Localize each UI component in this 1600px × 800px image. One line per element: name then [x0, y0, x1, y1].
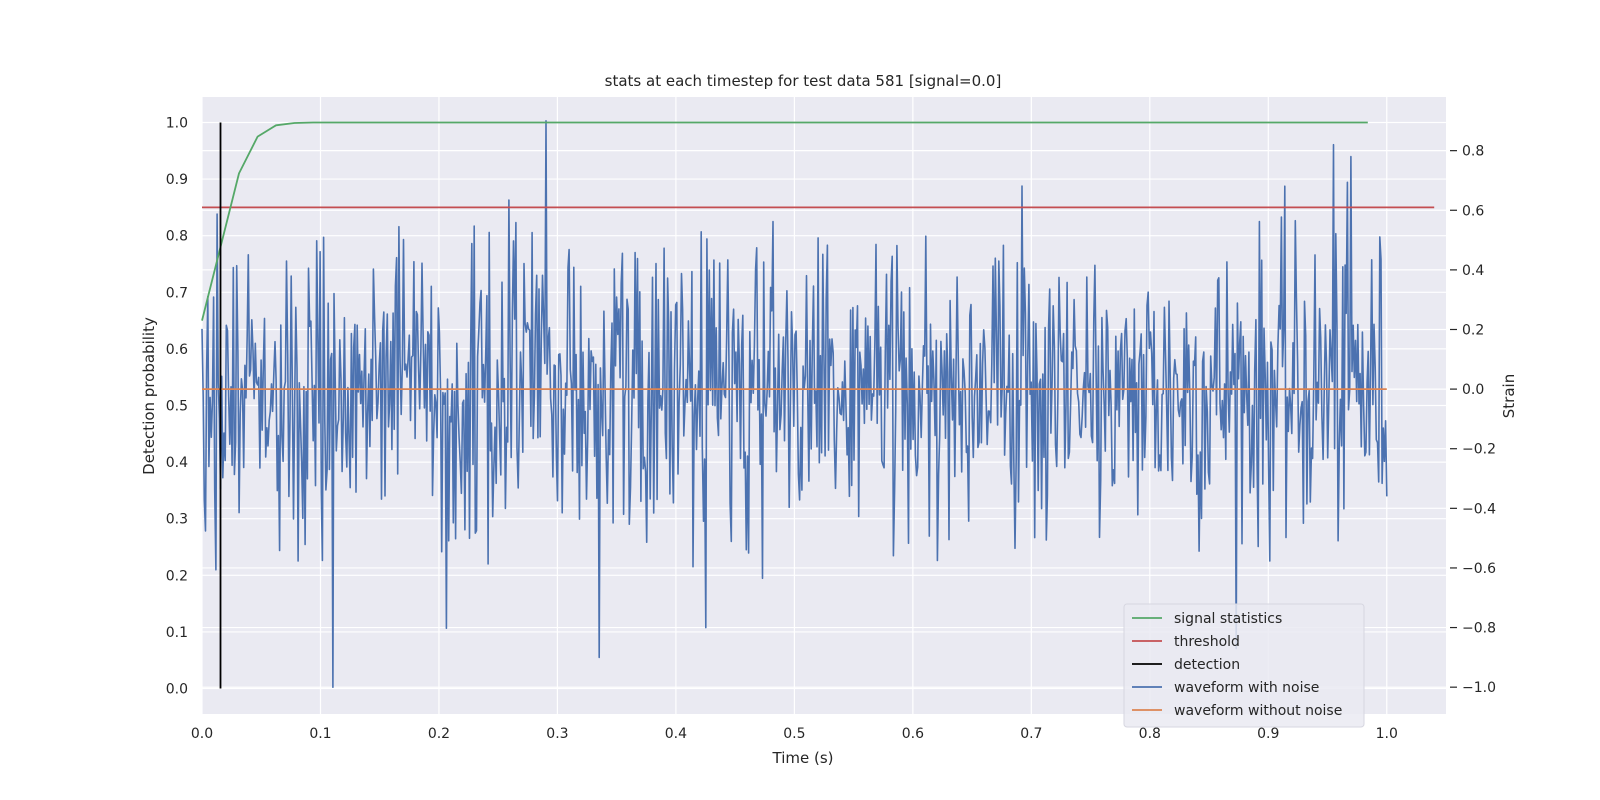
left-y-tick-label: 0.3	[166, 512, 188, 528]
right-y-tick-label: −1.0	[1462, 680, 1496, 696]
right-y-axis-title: Strain	[1500, 374, 1518, 418]
legend-entry: detection	[1174, 657, 1240, 673]
x-tick-label: 0.9	[1257, 726, 1279, 742]
right-y-tick-label: −0.6	[1462, 561, 1496, 577]
right-y-tick-label: 0.6	[1462, 203, 1484, 219]
left-y-tick-label: 0.9	[166, 172, 188, 188]
left-y-tick-label: 0.8	[166, 229, 188, 245]
legend-entry: threshold	[1174, 634, 1240, 650]
right-y-tick-label: 0.4	[1462, 263, 1484, 279]
x-tick-label: 0.3	[546, 726, 568, 742]
left-y-tick-label: 1.0	[166, 115, 188, 131]
left-y-axis-title: Detection probability	[140, 317, 158, 475]
right-y-tick-label: −0.4	[1462, 501, 1496, 517]
legend-entry: waveform without noise	[1174, 703, 1342, 719]
x-tick-label: 0.2	[428, 726, 450, 742]
left-y-tick-label: 0.2	[166, 568, 188, 584]
x-tick-label: 0.7	[1020, 726, 1042, 742]
right-y-tick-label: 0.2	[1462, 322, 1484, 338]
x-tick-label: 0.4	[665, 726, 687, 742]
right-y-tick-label: 0.0	[1462, 382, 1484, 398]
axes-layer: 0.0 0.1 0.2 0.3 0.4 0.5 0.6 0.7 0.8 0.9 1.0 0.0 0.1 0…	[166, 115, 1496, 742]
chart-title: stats at each timestep for test data 581…	[605, 72, 1002, 90]
left-y-tick-label: 0.6	[166, 342, 188, 358]
x-tick-label: 0.8	[1139, 726, 1161, 742]
legend: signal statistics threshold detection wavef…	[1123, 603, 1365, 728]
legend-box	[1123, 603, 1365, 728]
right-y-tick-label: −0.8	[1462, 621, 1496, 637]
series-layer	[201, 120, 1435, 689]
left-y-tick-label: 0.5	[166, 399, 188, 415]
right-y-tick-label: 0.8	[1462, 144, 1484, 160]
x-tick-label: 0.1	[309, 726, 331, 742]
right-y-tick-label: −0.2	[1462, 442, 1496, 458]
series-waveform-with-noise	[201, 120, 1388, 689]
x-tick-label: 0.6	[902, 726, 924, 742]
left-y-tick-label: 0.0	[166, 682, 188, 698]
left-y-tick-label: 0.4	[166, 455, 188, 471]
left-y-tick-label: 0.7	[166, 285, 188, 301]
series-signal-statistics	[201, 121, 1368, 321]
x-tick-label: 0.0	[191, 726, 213, 742]
legend-entry: signal statistics	[1174, 611, 1282, 627]
x-axis-title: Time (s)	[772, 749, 834, 767]
legend-entry: waveform with noise	[1174, 680, 1319, 696]
x-tick-label: 0.5	[783, 726, 805, 742]
left-y-tick-label: 0.1	[166, 625, 188, 641]
x-tick-label: 1.0	[1376, 726, 1398, 742]
